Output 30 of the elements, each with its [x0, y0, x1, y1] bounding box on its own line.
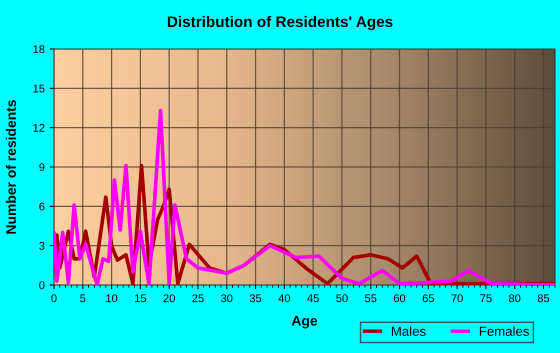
x-tick-label: 60 — [394, 294, 406, 302]
x-tick-label: 10 — [106, 294, 118, 302]
y-tick-label: 0 — [39, 281, 45, 290]
x-tick-label: 0 — [51, 294, 57, 302]
x-tick-label: 65 — [422, 294, 434, 302]
legend-label: Males — [392, 326, 426, 336]
x-tick-label: 35 — [250, 294, 262, 302]
y-axis-title: Number of residents — [6, 100, 16, 234]
x-axis-title: Age — [292, 316, 318, 328]
y-tick-label: 3 — [39, 242, 44, 250]
y-tick-label: 9 — [39, 163, 44, 172]
y-tick-label: 6 — [39, 202, 44, 210]
x-tick-label: 15 — [135, 294, 146, 302]
legend-label: Females — [480, 326, 529, 336]
x-tick-label: 85 — [538, 294, 550, 302]
y-tick-label: 12 — [33, 124, 44, 132]
x-tick-label: 20 — [164, 294, 175, 302]
y-tick-label: 15 — [33, 84, 45, 92]
x-tick-label: 30 — [221, 294, 233, 302]
x-tick-label: 75 — [480, 294, 492, 302]
x-tick-label: 25 — [192, 294, 204, 302]
y-tick-label: 18 — [33, 45, 44, 54]
x-tick-label: 50 — [336, 294, 348, 302]
x-tick-label: 55 — [364, 294, 376, 302]
x-tick-label: 45 — [307, 294, 319, 302]
chart-title: Distribution of Residents' Ages — [168, 16, 393, 30]
x-tick-label: 80 — [508, 294, 520, 302]
x-tick-label: 70 — [451, 294, 463, 302]
x-tick-label: 5 — [80, 294, 86, 302]
x-tick-label: 40 — [278, 294, 290, 302]
